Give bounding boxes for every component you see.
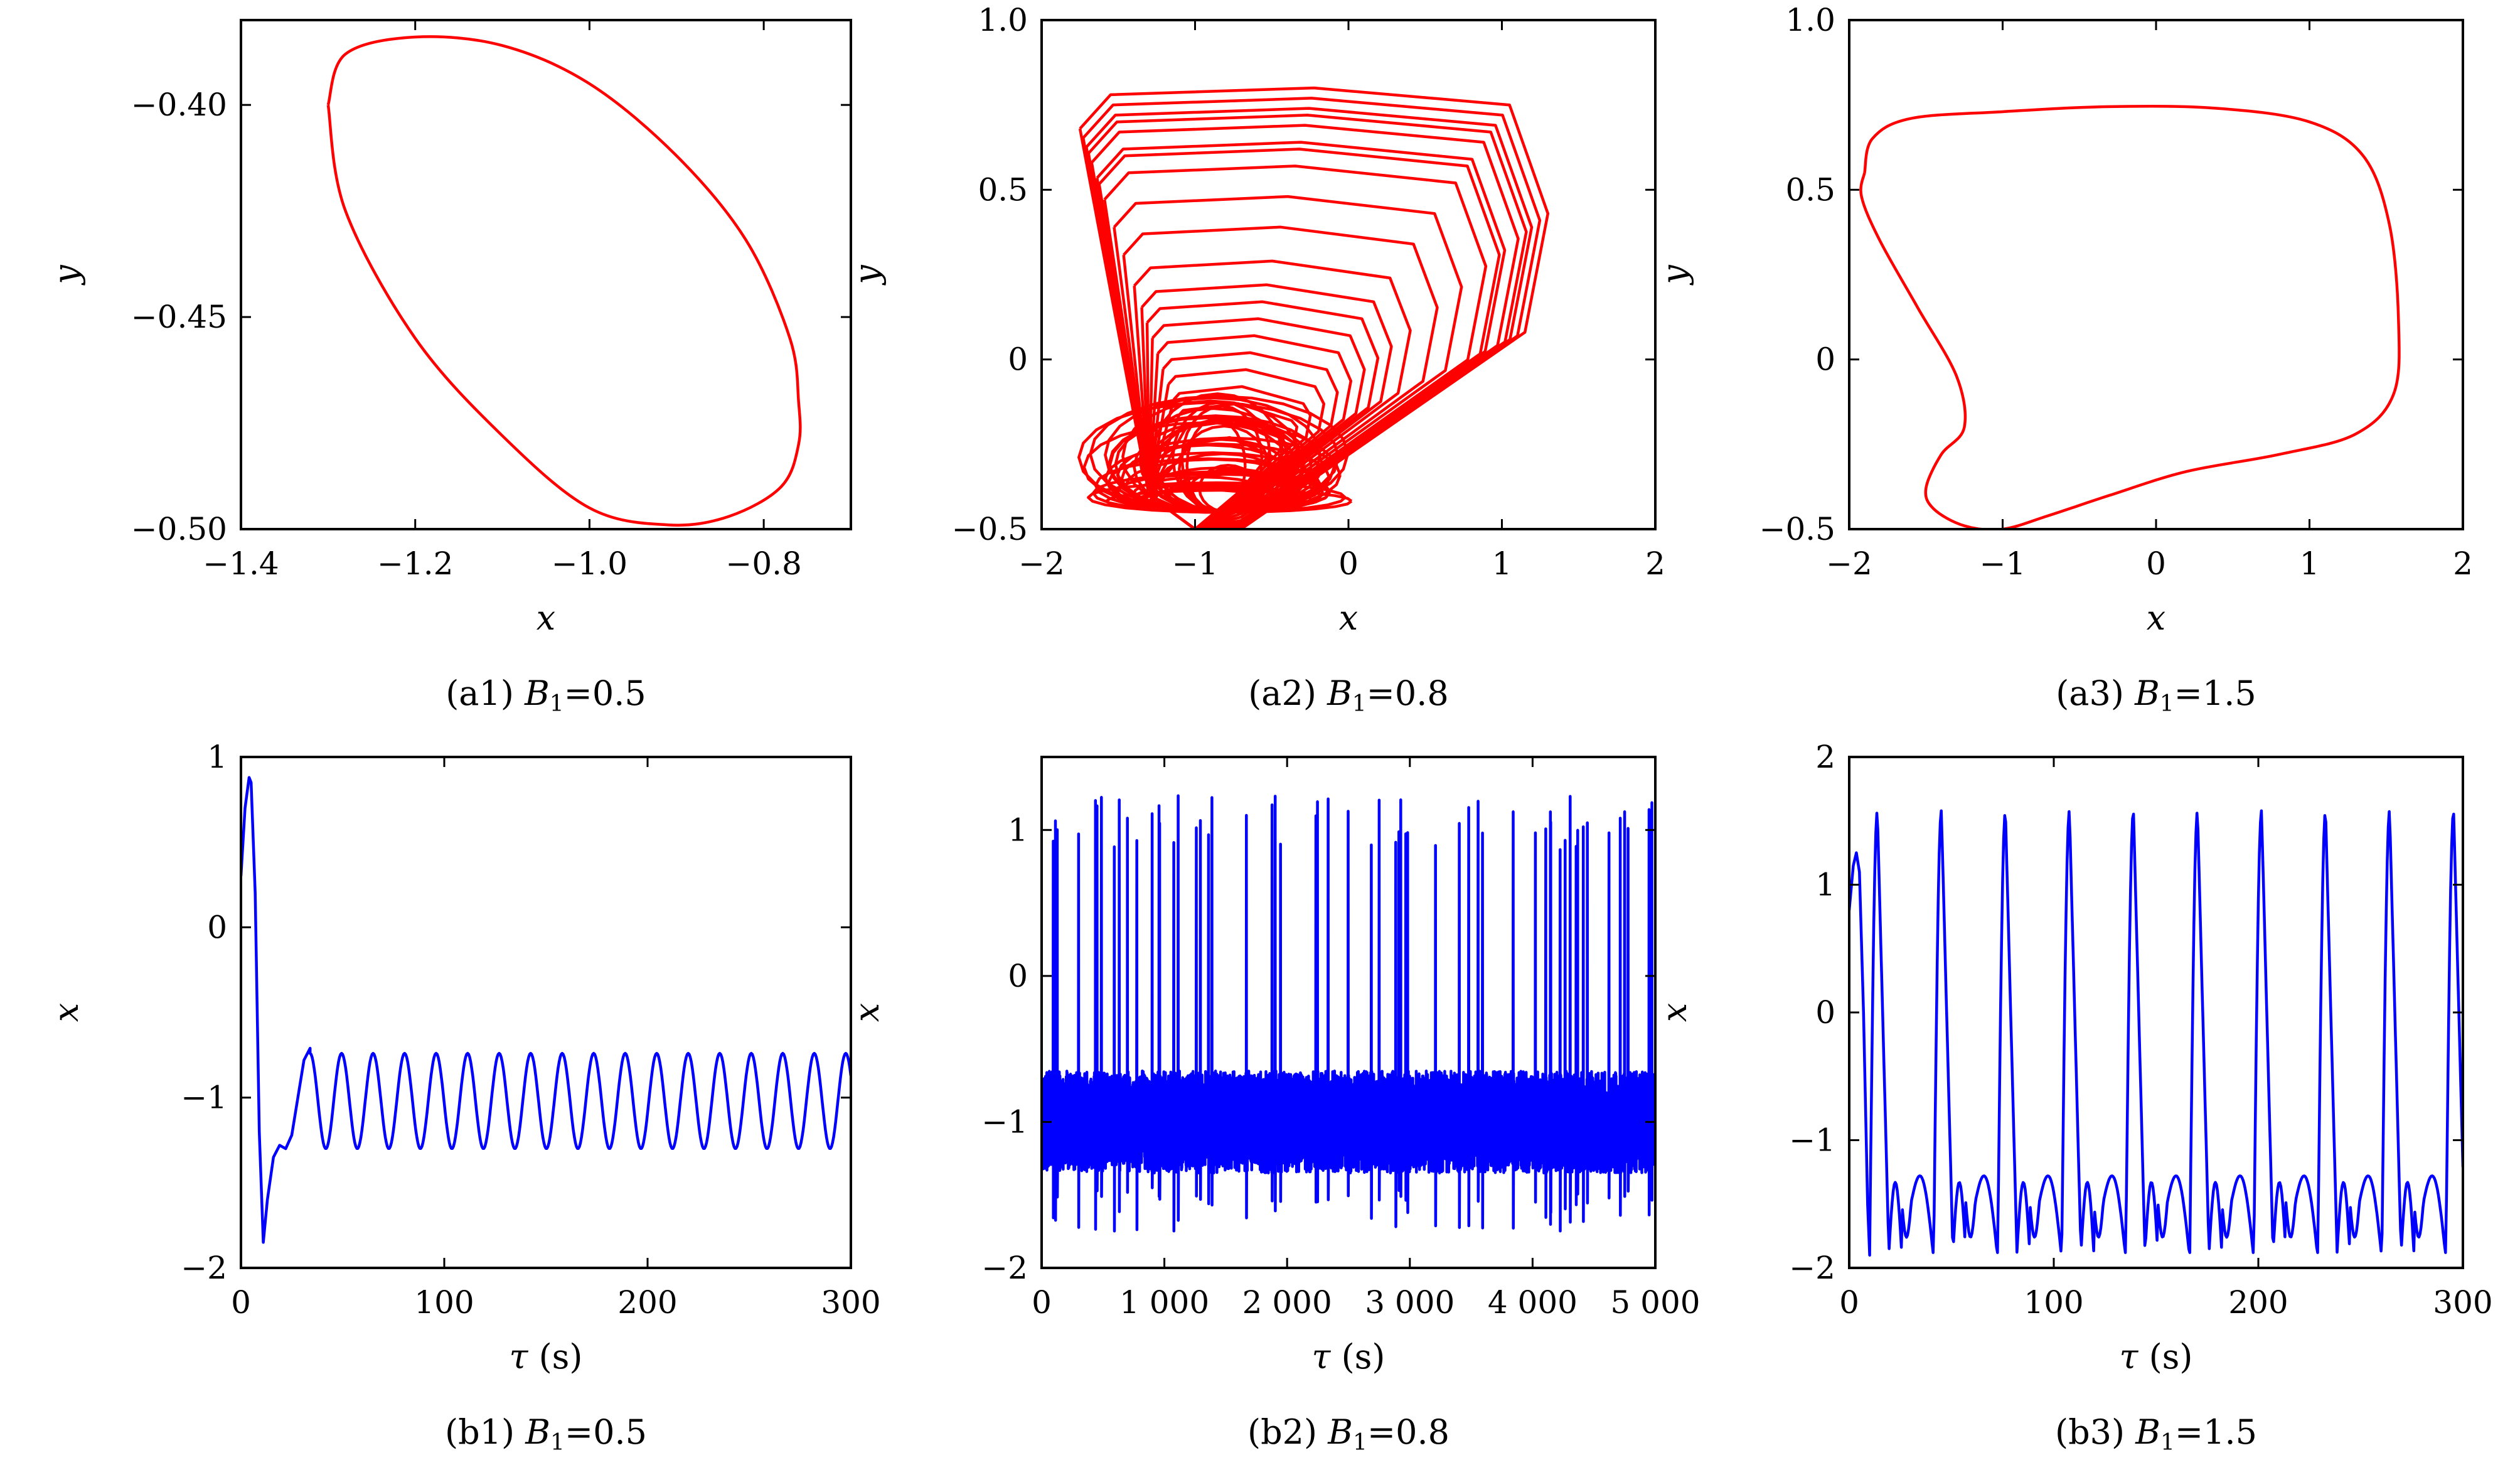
y-tick-label: −0.50 [131,511,227,547]
y-tick-label: −0.5 [952,511,1028,547]
x-tick-label: 100 [2024,1284,2083,1321]
y-axis-label: x [46,1003,86,1022]
plot-area-a1 [326,35,802,527]
x-tick-label: 0 [1338,545,1359,582]
x-tick-label: −1.4 [203,545,279,582]
x-tick-label: 200 [2228,1284,2288,1321]
x-axis-label: x [2147,598,2165,638]
x-tick-label: −1 [1980,545,2026,582]
y-axis-label: x [1655,1003,1694,1022]
x-tick-label: 300 [821,1284,880,1321]
x-tick-label: −1.2 [377,545,453,582]
x-tick-label: −0.8 [725,545,801,582]
y-axis-label: y [46,264,86,286]
y-axis-label: x [847,1003,887,1022]
x-tick-label: 100 [414,1284,474,1321]
y-tick-label: 1 [1008,812,1028,848]
panel-a3: −2 −1 0 1 2 −0.5 0 0.5 1.0 x y (a3) B1=1.5 [1655,2,2473,717]
attractor-core [1185,417,1247,514]
axes-frame [240,19,852,530]
x-tick-label: −1.0 [552,545,627,582]
y-tick-label: 1.0 [1785,2,1835,38]
y-tick-label: −0.40 [131,87,227,123]
panel-caption: (b3) B1=1.5 [2055,1412,2257,1456]
x-tick-label: −2 [1826,545,1872,582]
y-tick-label: −2 [181,1250,227,1286]
panel-caption: (b1) B1=0.5 [445,1412,647,1456]
x-tick-label: 5 000 [1610,1284,1700,1321]
y-tick-label: −1 [981,1103,1028,1140]
panel-caption: (b2) B1=0.8 [1247,1412,1450,1456]
axes-frame [240,756,852,1269]
attractor-core [1077,400,1340,514]
y-tick-label: 0.5 [1785,171,1835,208]
panel-a2: −2 −1 0 1 2 −0.5 0 0.5 1.0 x y (a2) B1=0.8 [847,2,1665,717]
x-tick-label: 2 [2453,545,2473,582]
panel-b1: 0 100 200 300 −2 −1 0 1 τ (s) x (b1) B1=0.5 [46,739,881,1456]
y-tick-label: −2 [1789,1250,1835,1286]
x-tick-label: 300 [2433,1284,2492,1321]
y-tick-label: −0.5 [1759,511,1835,547]
x-axis-label: τ (s) [510,1337,583,1376]
plot-area-a2 [1077,86,1550,529]
time-series-b3 [1849,809,2463,1257]
trajectory-a1 [326,35,802,527]
y-axis-label: y [847,264,887,286]
x-tick-label: 0 [1032,1284,1052,1321]
x-tick-label: 3 000 [1365,1284,1455,1321]
x-axis-label: x [1339,598,1358,638]
axes-frame [1040,756,1657,1269]
plot-area-b2 [1042,794,1655,1233]
y-tick-label: 0 [1008,958,1028,994]
panel-caption: (a3) B1=1.5 [2056,673,2256,717]
x-axis-label: τ (s) [2120,1337,2193,1376]
panel-caption: (a1) B1=0.5 [446,673,646,717]
x-tick-label: −1 [1172,545,1219,582]
panel-caption: (a2) B1=0.8 [1248,673,1449,717]
x-axis-label: τ (s) [1312,1337,1385,1376]
x-tick-label: 1 [2300,545,2320,582]
time-series-b1 [241,776,851,1244]
y-tick-label: 0.5 [978,171,1028,208]
plot-area-b3 [1849,809,2463,1257]
y-tick-label: 2 [1815,739,1835,775]
x-tick-label: 4 000 [1488,1284,1578,1321]
trajectory-a3 [1859,105,2401,529]
x-tick-label: 0 [231,1284,251,1321]
y-tick-label: −1 [1789,1122,1835,1159]
plot-area-a3 [1859,105,2401,529]
y-tick-label: −1 [181,1080,227,1116]
panel-a1: −1.4 −1.2 −1.0 −0.8 −0.50 −0.45 −0.40 x y (a1) B1… [46,19,852,717]
attractor-core [1178,424,1271,514]
x-tick-label: 0 [2146,545,2166,582]
y-tick-label: 1.0 [978,2,1028,38]
x-tick-label: 0 [1839,1284,1859,1321]
y-tick-label: 1 [207,739,227,775]
panel-b3: 0 100 200 300 −2 −1 0 1 2 τ (s) x (b3) B1=1.5 [1655,739,2493,1456]
plot-area-b1 [241,776,851,1244]
x-tick-label: 2 000 [1242,1284,1332,1321]
x-tick-label: 1 [1492,545,1512,582]
x-tick-label: 2 [1645,545,1665,582]
y-tick-label: −2 [981,1250,1028,1286]
attractor-core [1116,436,1342,514]
x-tick-label: 1 000 [1119,1284,1209,1321]
x-tick-label: 200 [617,1284,677,1321]
panel-b2: 0 1 000 2 000 3 000 4 000 5 000 −2 −1 0 1 τ (s) x (b… [847,756,1700,1456]
y-tick-label: 1 [1815,867,1835,903]
y-tick-label: 0 [207,909,227,945]
y-tick-label: 0 [1815,994,1835,1031]
x-tick-label: −2 [1018,545,1065,582]
y-axis-label: y [1655,264,1694,286]
y-tick-label: −0.45 [131,299,227,335]
x-axis-label: x [537,598,555,638]
time-series-b2 [1042,794,1655,1233]
y-tick-label: 0 [1815,341,1835,378]
y-tick-label: 0 [1008,341,1028,378]
